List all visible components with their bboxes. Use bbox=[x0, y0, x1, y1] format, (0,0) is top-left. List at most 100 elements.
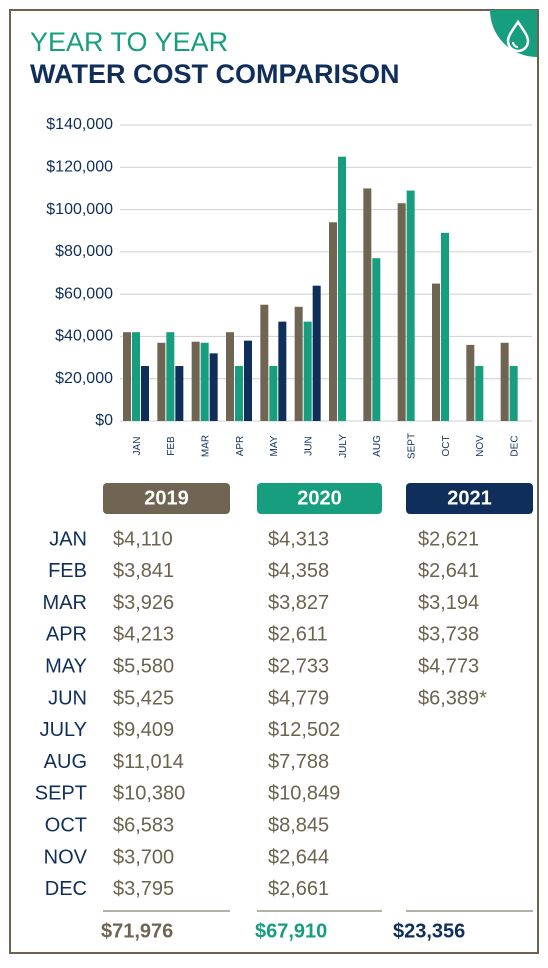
bar bbox=[441, 232, 449, 421]
total-cell: $23,356 bbox=[393, 920, 465, 942]
bar bbox=[312, 285, 321, 421]
bar bbox=[244, 340, 252, 421]
series-header-pill bbox=[103, 483, 230, 514]
row-month: FEB bbox=[48, 560, 87, 582]
cost-cell: $3,194 bbox=[418, 592, 479, 614]
x-tick-label: AUG bbox=[372, 435, 383, 457]
cost-cell: $2,644 bbox=[268, 846, 329, 868]
y-tick-label: $80,000 bbox=[55, 243, 113, 260]
row-month: JAN bbox=[49, 528, 87, 550]
row-month: SEPT bbox=[35, 783, 87, 805]
bar bbox=[209, 353, 218, 421]
bar bbox=[235, 366, 243, 421]
drop-icon-shine bbox=[512, 41, 519, 48]
cost-cell: $9,409 bbox=[113, 719, 174, 741]
row-month: JUN bbox=[48, 687, 87, 709]
cost-cell: $7,788 bbox=[268, 751, 329, 773]
title-line1: YEAR TO YEAR bbox=[30, 27, 228, 57]
cost-cell: $4,313 bbox=[268, 528, 329, 550]
cost-cell: $3,738 bbox=[418, 624, 479, 646]
row-month: AUG bbox=[44, 751, 87, 773]
cost-cell: $4,358 bbox=[268, 560, 329, 582]
y-tick-label: $20,000 bbox=[55, 370, 113, 387]
cost-cell: $3,795 bbox=[113, 878, 174, 900]
y-tick-label: $60,000 bbox=[55, 285, 113, 302]
bar bbox=[123, 332, 131, 421]
corner-badge bbox=[490, 10, 537, 57]
series-header: 2020 bbox=[297, 487, 342, 509]
x-tick-label: JUN bbox=[303, 436, 314, 455]
x-tick-label: JULY bbox=[338, 434, 349, 458]
drop-icon bbox=[506, 19, 530, 53]
cost-cell: $10,849 bbox=[268, 783, 340, 805]
bar bbox=[269, 366, 278, 421]
x-tick-label: MAR bbox=[200, 435, 211, 457]
x-tick-label: OCT bbox=[441, 435, 452, 456]
series-header: 2021 bbox=[447, 487, 492, 509]
bar bbox=[200, 342, 209, 421]
bar bbox=[294, 306, 303, 421]
bar bbox=[338, 156, 346, 421]
y-tick-label: $140,000 bbox=[46, 116, 113, 133]
series-header-pill bbox=[406, 483, 533, 514]
bar bbox=[175, 366, 184, 421]
cost-cell: $11,014 bbox=[113, 751, 184, 773]
cost-cell: $2,661 bbox=[268, 878, 329, 900]
cost-cell: $4,773 bbox=[418, 655, 479, 677]
cost-cell: $3,841 bbox=[113, 560, 174, 582]
cost-cell: $4,213 bbox=[113, 624, 174, 646]
row-month: DEC bbox=[45, 878, 87, 900]
bar bbox=[157, 342, 166, 421]
x-tick-label: NOV bbox=[475, 435, 486, 457]
y-tick-label: $120,000 bbox=[46, 159, 113, 176]
bar bbox=[303, 321, 312, 421]
bar bbox=[466, 344, 475, 421]
title-line2: WATER COST COMPARISON bbox=[30, 59, 400, 89]
cost-cell: $3,827 bbox=[268, 592, 329, 614]
row-month: MAR bbox=[43, 592, 87, 614]
y-tick-label: $0 bbox=[95, 412, 113, 429]
cost-cell: $3,700 bbox=[113, 846, 174, 868]
y-tick-label: $40,000 bbox=[55, 328, 113, 345]
x-tick-label: FEB bbox=[166, 436, 177, 456]
series-header: 2019 bbox=[144, 487, 189, 509]
x-tick-label: DEC bbox=[509, 435, 520, 456]
row-month: OCT bbox=[45, 814, 87, 836]
row-month: JULY bbox=[40, 719, 87, 741]
total-cell: $71,976 bbox=[101, 920, 173, 942]
bar bbox=[509, 366, 518, 421]
row-month: MAY bbox=[45, 655, 87, 677]
bar bbox=[226, 332, 234, 421]
cost-cell: $2,641 bbox=[418, 560, 479, 582]
x-tick-label: SEPT bbox=[406, 433, 417, 459]
cost-cell: $6,583 bbox=[113, 814, 174, 836]
bar bbox=[397, 203, 406, 421]
x-tick-label: MAY bbox=[269, 435, 280, 456]
cost-cell: $2,733 bbox=[268, 655, 329, 677]
bar bbox=[278, 321, 287, 421]
row-month: APR bbox=[46, 624, 87, 646]
bar bbox=[500, 342, 509, 421]
bar bbox=[132, 332, 140, 421]
cost-cell: $4,110 bbox=[113, 528, 173, 550]
cost-cell: $4,779 bbox=[268, 687, 329, 709]
cost-cell: $2,611 bbox=[268, 624, 328, 646]
cost-cell: $8,845 bbox=[268, 814, 329, 836]
bar bbox=[363, 188, 372, 421]
total-cell: $67,910 bbox=[255, 920, 327, 942]
cost-cell: $5,580 bbox=[113, 655, 174, 677]
frame bbox=[9, 9, 539, 954]
cost-cell: $2,621 bbox=[418, 528, 479, 550]
bar bbox=[191, 341, 200, 421]
cost-cell: $3,926 bbox=[113, 592, 174, 614]
bar bbox=[141, 366, 149, 421]
bar bbox=[372, 258, 381, 421]
cost-cell: $6,389* bbox=[418, 687, 487, 709]
bar bbox=[432, 283, 440, 421]
bar bbox=[406, 190, 415, 421]
cost-cell: $5,425 bbox=[113, 687, 174, 709]
x-tick-label: APR bbox=[235, 436, 246, 457]
y-tick-label: $100,000 bbox=[46, 201, 113, 218]
row-month: NOV bbox=[44, 846, 88, 868]
